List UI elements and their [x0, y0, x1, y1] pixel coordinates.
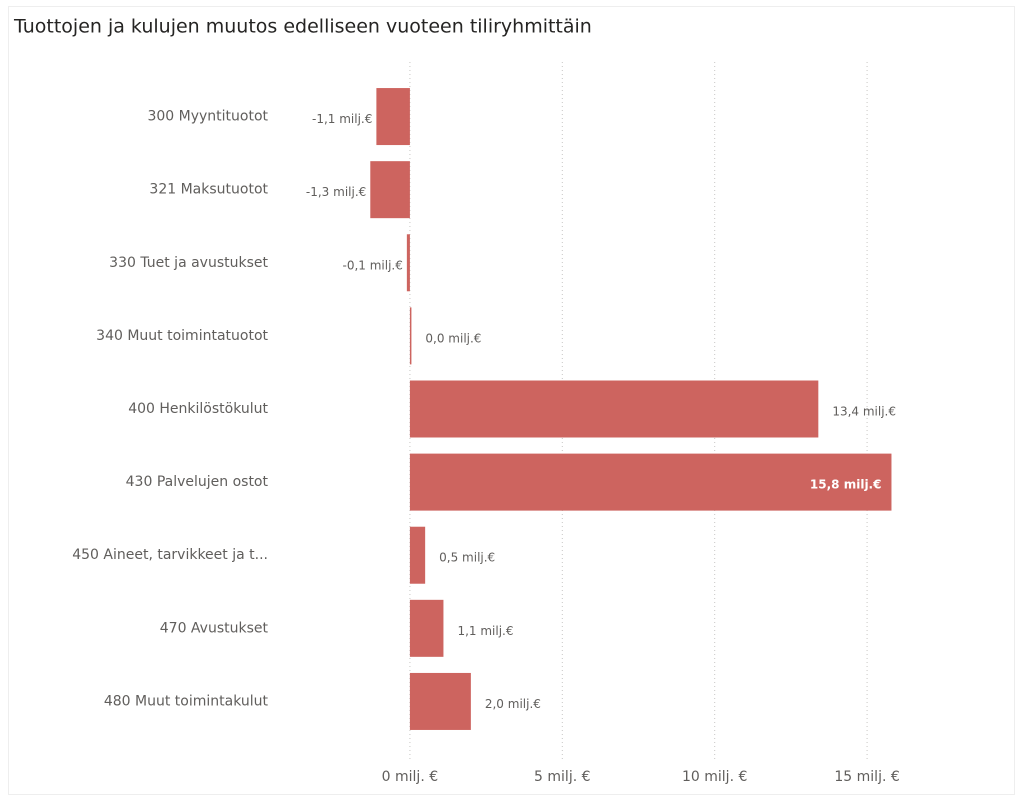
bar [406, 234, 410, 292]
bar [409, 526, 426, 584]
value-label: -1,1 milj.€ [312, 112, 372, 126]
bar [409, 453, 892, 511]
bar [409, 380, 819, 438]
y-tick-label: 450 Aineet, tarvikkeet ja t... [72, 547, 268, 563]
y-tick-label: 340 Muut toimintatuotot [96, 328, 268, 344]
y-tick-label: 480 Muut toimintakulut [104, 693, 269, 709]
value-label: 15,8 milj.€ [810, 478, 882, 492]
value-label: 13,4 milj.€ [832, 405, 896, 419]
x-tick-label: 0 milj. € [382, 769, 438, 785]
value-label: 0,5 milj.€ [439, 551, 495, 565]
value-label: 1,1 milj.€ [457, 624, 513, 638]
x-tick-label: 10 milj. € [682, 769, 747, 785]
bar [370, 161, 410, 219]
y-tick-label: 430 Palvelujen ostot [126, 474, 269, 490]
bar [409, 672, 471, 730]
bar [409, 307, 412, 365]
value-label: 0,0 milj.€ [425, 331, 481, 345]
y-tick-label: 470 Avustukset [160, 620, 269, 636]
frame [8, 6, 1015, 795]
x-tick-label: 5 milj. € [534, 769, 590, 785]
value-label: 2,0 milj.€ [485, 697, 541, 711]
bar [409, 599, 444, 657]
y-tick-label: 300 Myyntituotot [147, 109, 268, 125]
chart-title: Tuottojen ja kulujen muutos edelliseen v… [13, 16, 592, 38]
x-tick-label: 15 milj. € [834, 769, 899, 785]
y-tick-label: 330 Tuet ja avustukset [109, 255, 268, 271]
value-label: -1,3 milj.€ [306, 185, 366, 199]
value-label: -0,1 milj.€ [342, 258, 402, 272]
y-tick-label: 321 Maksutuotot [149, 182, 268, 198]
y-tick-label: 400 Henkilöstökulut [128, 401, 268, 417]
bar [376, 88, 410, 146]
